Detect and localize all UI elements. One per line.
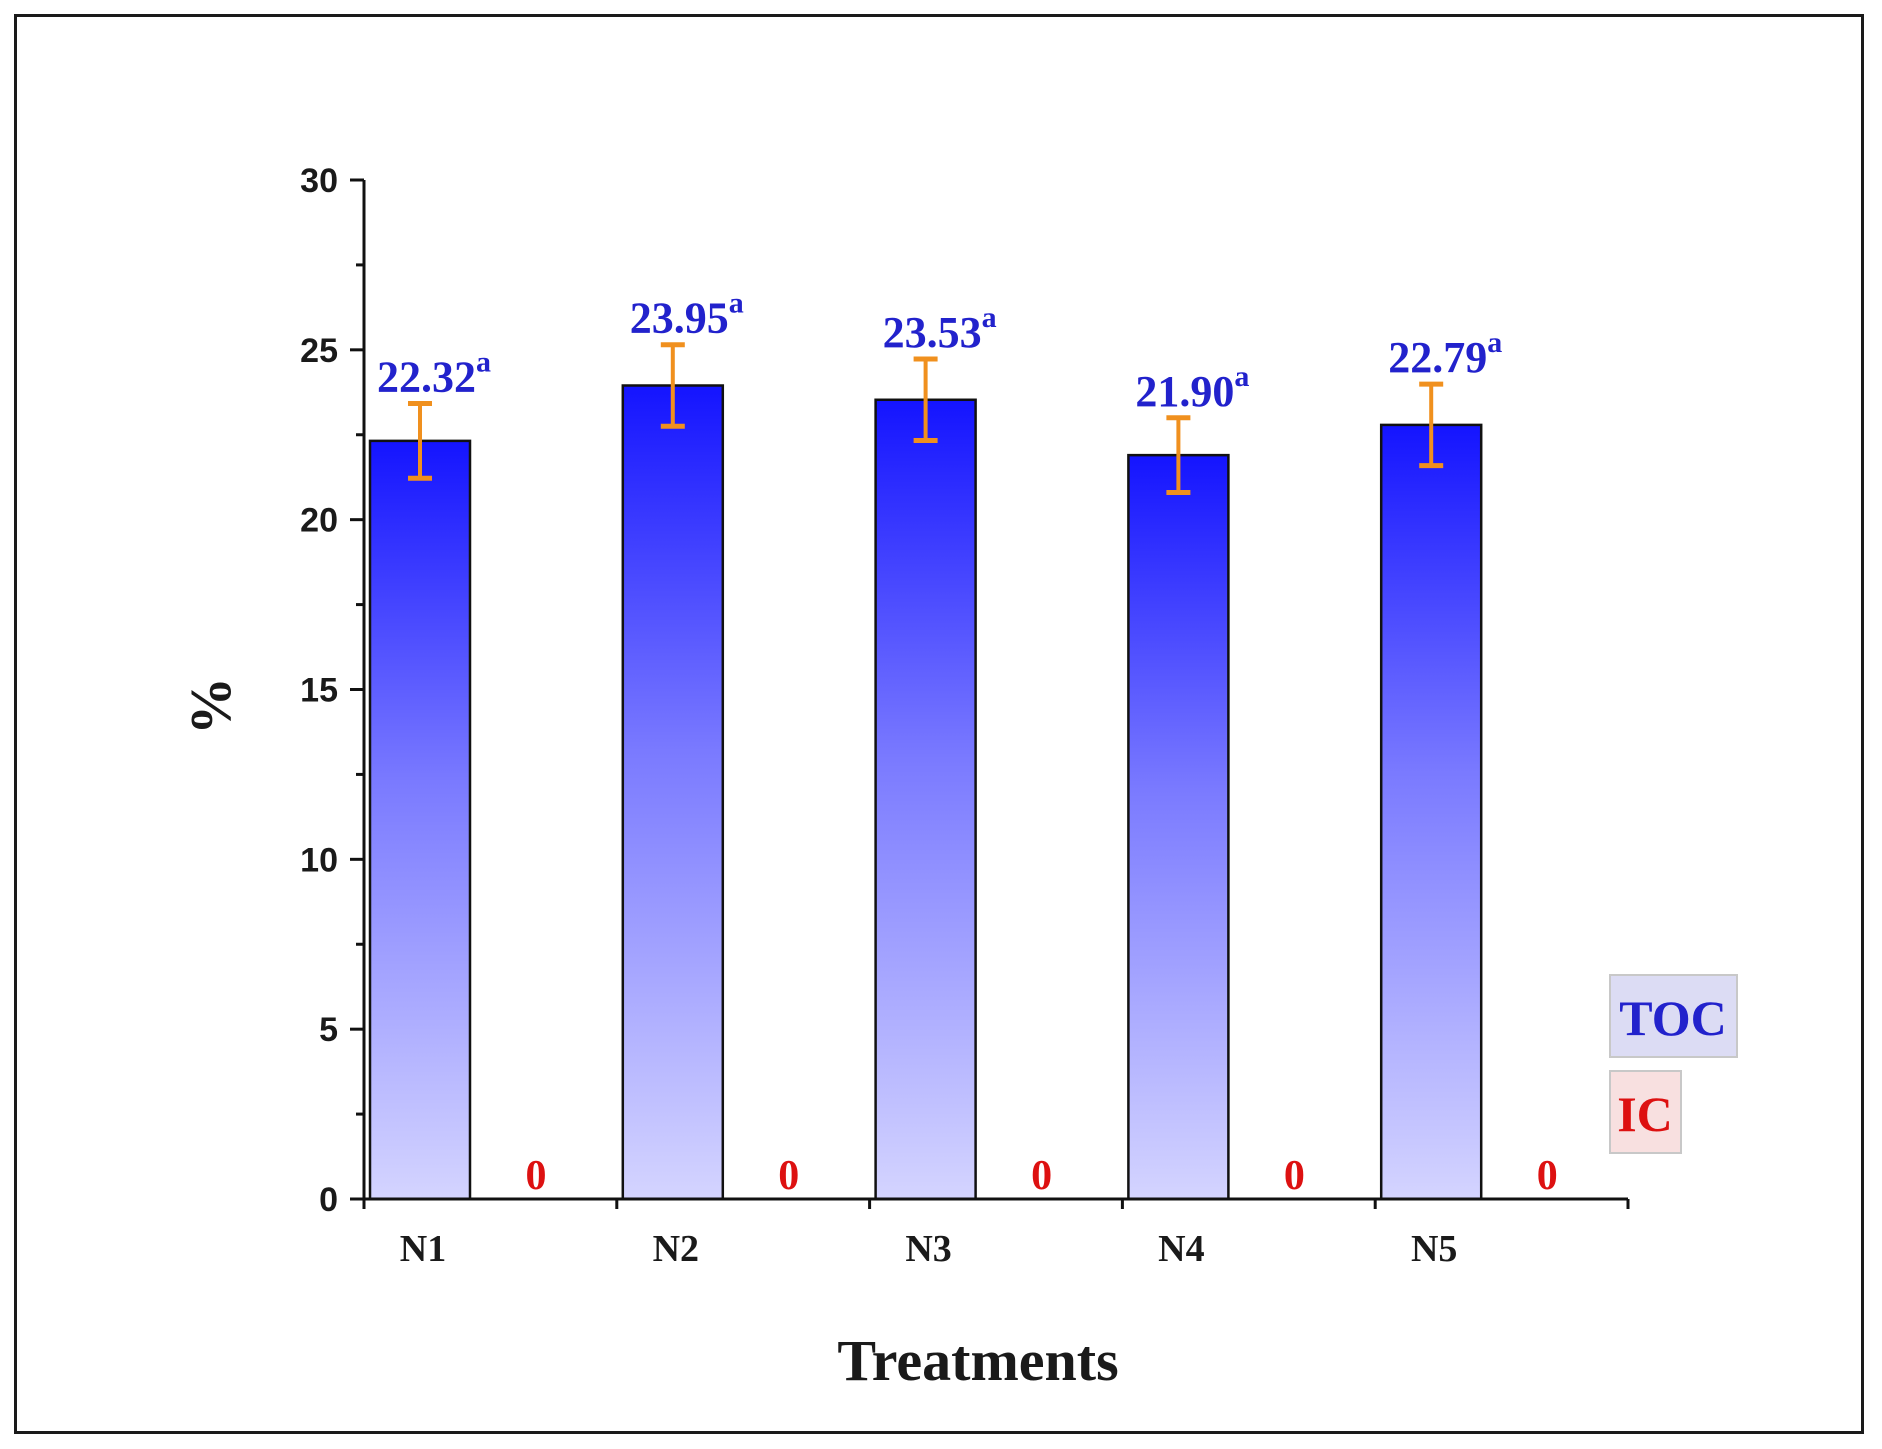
y-axis-title: % <box>178 677 243 735</box>
bar-toc-n5 <box>1379 423 1483 1201</box>
axes-layer: 0 5 10 15 20 25 30 <box>300 162 1630 1219</box>
value-label-ic-n1: 0 <box>526 1153 547 1199</box>
value-label-ic-n5: 0 <box>1537 1153 1558 1199</box>
labels-layer: 22.32a 0 N1 23.95a 0 N2 23.53a 0 N3 21.90a 0 N4 22.7… <box>377 287 1558 1270</box>
bar-toc-n4 <box>1127 453 1230 1201</box>
x-tick-label-n4: N4 <box>1158 1228 1204 1270</box>
y-tick-label-15: 15 <box>300 672 338 710</box>
bars-layer <box>368 342 1483 1201</box>
error-bar-n4 <box>1166 415 1191 495</box>
error-bar-n1 <box>408 401 432 481</box>
x-axis-title: Treatments <box>837 1328 1118 1393</box>
x-tick-label-n1: N1 <box>400 1228 446 1270</box>
legend-toc-swatch <box>1609 974 1738 1058</box>
y-tick-label-0: 0 <box>319 1181 338 1219</box>
value-label-toc-n2: 23.95a <box>630 287 744 343</box>
value-label-toc-n3: 23.53a <box>883 301 997 357</box>
figure-frame: 0 5 10 15 20 25 30 22.32a 0 N1 23.95a 0 N2 23.53a 0 N3… <box>14 14 1864 1434</box>
error-bar-n3 <box>913 356 938 444</box>
error-bar-n2 <box>660 342 685 429</box>
value-label-toc-n1: 22.32a <box>377 346 491 402</box>
value-label-toc-n5: 22.79a <box>1388 326 1502 382</box>
y-tick-label-25: 25 <box>300 332 338 370</box>
legend: TOC IC <box>1609 974 1738 1154</box>
value-label-toc-n4: 21.90a <box>1135 360 1249 416</box>
value-label-ic-n3: 0 <box>1031 1153 1052 1199</box>
error-bar-n5 <box>1419 381 1444 469</box>
y-tick-label-30: 30 <box>300 162 338 200</box>
y-tick-label-20: 20 <box>300 502 338 540</box>
value-label-ic-n2: 0 <box>778 1153 799 1199</box>
bar-toc-n2 <box>621 384 725 1201</box>
x-tick-label-n3: N3 <box>905 1228 951 1270</box>
y-tick-label-5: 5 <box>319 1011 338 1049</box>
x-tick-label-n5: N5 <box>1411 1228 1457 1270</box>
bar-toc-n1 <box>368 439 472 1201</box>
value-label-ic-n4: 0 <box>1284 1153 1305 1199</box>
legend-ic-swatch <box>1609 1070 1682 1154</box>
bar-chart: 0 5 10 15 20 25 30 22.32a 0 N1 23.95a 0 N2 23.53a 0 N3… <box>178 162 1738 1393</box>
legend-toc-label: TOC <box>1619 990 1726 1046</box>
y-tick-label-10: 10 <box>300 841 338 879</box>
bar-toc-n3 <box>874 398 977 1201</box>
legend-ic-label: IC <box>1617 1086 1673 1142</box>
x-tick-label-n2: N2 <box>653 1228 699 1270</box>
